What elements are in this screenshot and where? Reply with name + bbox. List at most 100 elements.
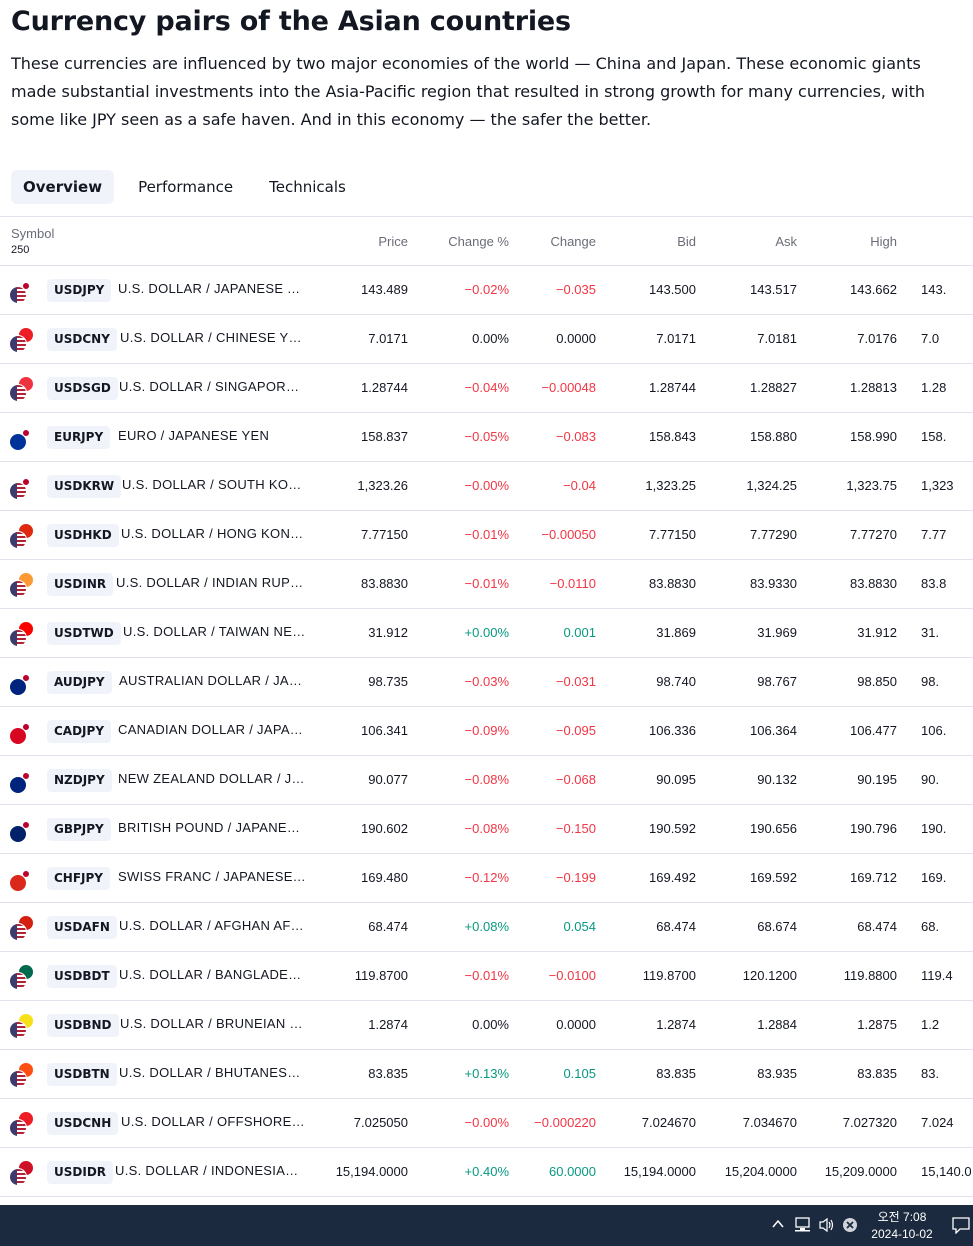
symbol-ticker[interactable]: USDTWD [47,622,121,645]
speaker-icon[interactable] [818,1217,836,1237]
base-flag-icon [9,433,27,451]
symbol-ticker[interactable]: USDBND [47,1014,119,1037]
chevron-up-icon[interactable] [771,1217,785,1235]
network-icon[interactable] [794,1217,812,1237]
symbol-ticker[interactable]: USDINR [47,573,114,596]
symbol-ticker[interactable]: CHFJPY [47,867,110,890]
low-cell: 190. [921,821,947,836]
column-header-change-percent[interactable]: Change % [448,234,509,249]
tab-technicals[interactable]: Technicals [269,178,346,196]
table-body: USDJPY U.S. DOLLAR / JAPANESE YEN 143.489 −… [0,266,973,1197]
base-flag-icon [9,531,27,549]
symbol-ticker[interactable]: USDHKD [47,524,119,547]
bid-cell: 7.0171 [656,331,696,346]
symbol-ticker[interactable]: CADJPY [47,720,112,743]
base-flag-icon [9,384,27,402]
symbol-ticker[interactable]: USDIDR [47,1161,114,1184]
tab-performance[interactable]: Performance [138,178,234,196]
bid-cell: 1,323.25 [645,478,696,493]
price-cell: 1,323.26 [357,478,408,493]
change-percent-cell: −0.08% [464,772,509,787]
symbol-ticker[interactable]: USDKRW [47,475,122,498]
ask-cell: 7.034670 [742,1115,797,1130]
symbol-ticker[interactable]: GBPJPY [47,818,111,841]
currency-flag-icon [9,817,35,843]
bid-cell: 83.8830 [649,576,696,591]
symbol-description: NEW ZEALAND DOLLAR / JAPANESE YEN [118,771,307,786]
bid-cell: 158.843 [649,429,696,444]
symbol-description: SWISS FRANC / JAPANESE YEN [118,869,307,884]
bid-cell: 106.336 [649,723,696,738]
low-cell: 15,140.0 [921,1164,972,1179]
change-percent-cell: −0.00% [464,1115,509,1130]
table-row[interactable]: CADJPY CANADIAN DOLLAR / JAPANESE YEN 106.… [0,707,973,756]
high-cell: 106.477 [850,723,897,738]
close-circle-icon[interactable] [842,1217,858,1237]
column-header-high[interactable]: High [870,234,897,249]
table-row[interactable]: USDJPY U.S. DOLLAR / JAPANESE YEN 143.489 −… [0,266,973,315]
symbol-ticker[interactable]: AUDJPY [47,671,112,694]
ask-cell: 7.0181 [757,331,797,346]
table-row[interactable]: EURJPY EURO / JAPANESE YEN 158.837 −0.05% −0… [0,413,973,462]
symbol-description: U.S. DOLLAR / AFGHAN AFGHANI [119,918,307,933]
high-cell: 143.662 [850,282,897,297]
currency-flag-icon [9,474,35,500]
bid-cell: 83.835 [656,1066,696,1081]
column-header-price[interactable]: Price [378,234,408,249]
tab-overview[interactable]: Overview [11,170,115,204]
ask-cell: 1,324.25 [746,478,797,493]
column-header-symbol[interactable]: Symbol [11,226,55,241]
price-cell: 106.341 [361,723,408,738]
table-row[interactable]: NZDJPY NEW ZEALAND DOLLAR / JAPANESE YEN 9… [0,756,973,805]
clock[interactable]: 오전 7:08 2024-10-02 [866,1209,938,1243]
symbol-ticker[interactable]: USDJPY [47,279,112,302]
symbol-ticker[interactable]: USDCNY [47,328,117,351]
bid-cell: 7.024670 [641,1115,696,1130]
currency-flag-icon [9,1111,35,1137]
change-percent-cell: +0.00% [464,625,509,640]
symbol-ticker[interactable]: EURJPY [47,426,111,449]
symbol-ticker[interactable]: USDBTN [47,1063,117,1086]
symbol-ticker[interactable]: USDCNH [47,1112,119,1135]
price-cell: 31.912 [368,625,408,640]
symbol-ticker[interactable]: USDAFN [47,916,117,939]
table-row[interactable]: AUDJPY AUSTRALIAN DOLLAR / JAPANESE YEN 98… [0,658,973,707]
high-cell: 7.027320 [842,1115,897,1130]
column-header-ask[interactable]: Ask [775,234,797,249]
column-header-bid[interactable]: Bid [677,234,696,249]
high-cell: 158.990 [850,429,897,444]
price-cell: 7.77150 [361,527,408,542]
symbol-description: EURO / JAPANESE YEN [118,428,270,443]
high-cell: 169.712 [850,870,897,885]
column-header-change[interactable]: Change [550,234,596,249]
symbol-description: U.S. DOLLAR / INDONESIAN RUPIAH [115,1163,307,1178]
ask-cell: 1.28827 [750,380,797,395]
symbol-description: U.S. DOLLAR / OFFSHORE CHINESE YUAN [121,1114,307,1129]
base-flag-icon [9,286,27,304]
change-percent-cell: 0.00% [472,331,509,346]
ask-cell: 190.656 [750,821,797,836]
currency-flag-icon [9,964,35,990]
table-row[interactable]: GBPJPY BRITISH POUND / JAPANESE YEN 190.60… [0,805,973,854]
table-row[interactable]: USDCNY U.S. DOLLAR / CHINESE YUAN 7.0171 0.… [0,315,973,364]
symbol-ticker[interactable]: USDBDT [47,965,117,988]
table-row[interactable]: USDINR U.S. DOLLAR / INDIAN RUPEE 83.8830 −… [0,560,973,609]
symbol-description: U.S. DOLLAR / HONG KONG DOLLAR [121,526,307,541]
symbol-ticker[interactable]: NZDJPY [47,769,112,792]
symbol-ticker[interactable]: USDSGD [47,377,118,400]
table-row[interactable]: CHFJPY SWISS FRANC / JAPANESE YEN 169.480 −… [0,854,973,903]
base-flag-icon [9,335,27,353]
change-percent-cell: −0.01% [464,527,509,542]
notification-icon[interactable] [952,1217,970,1238]
change-percent-cell: −0.08% [464,821,509,836]
